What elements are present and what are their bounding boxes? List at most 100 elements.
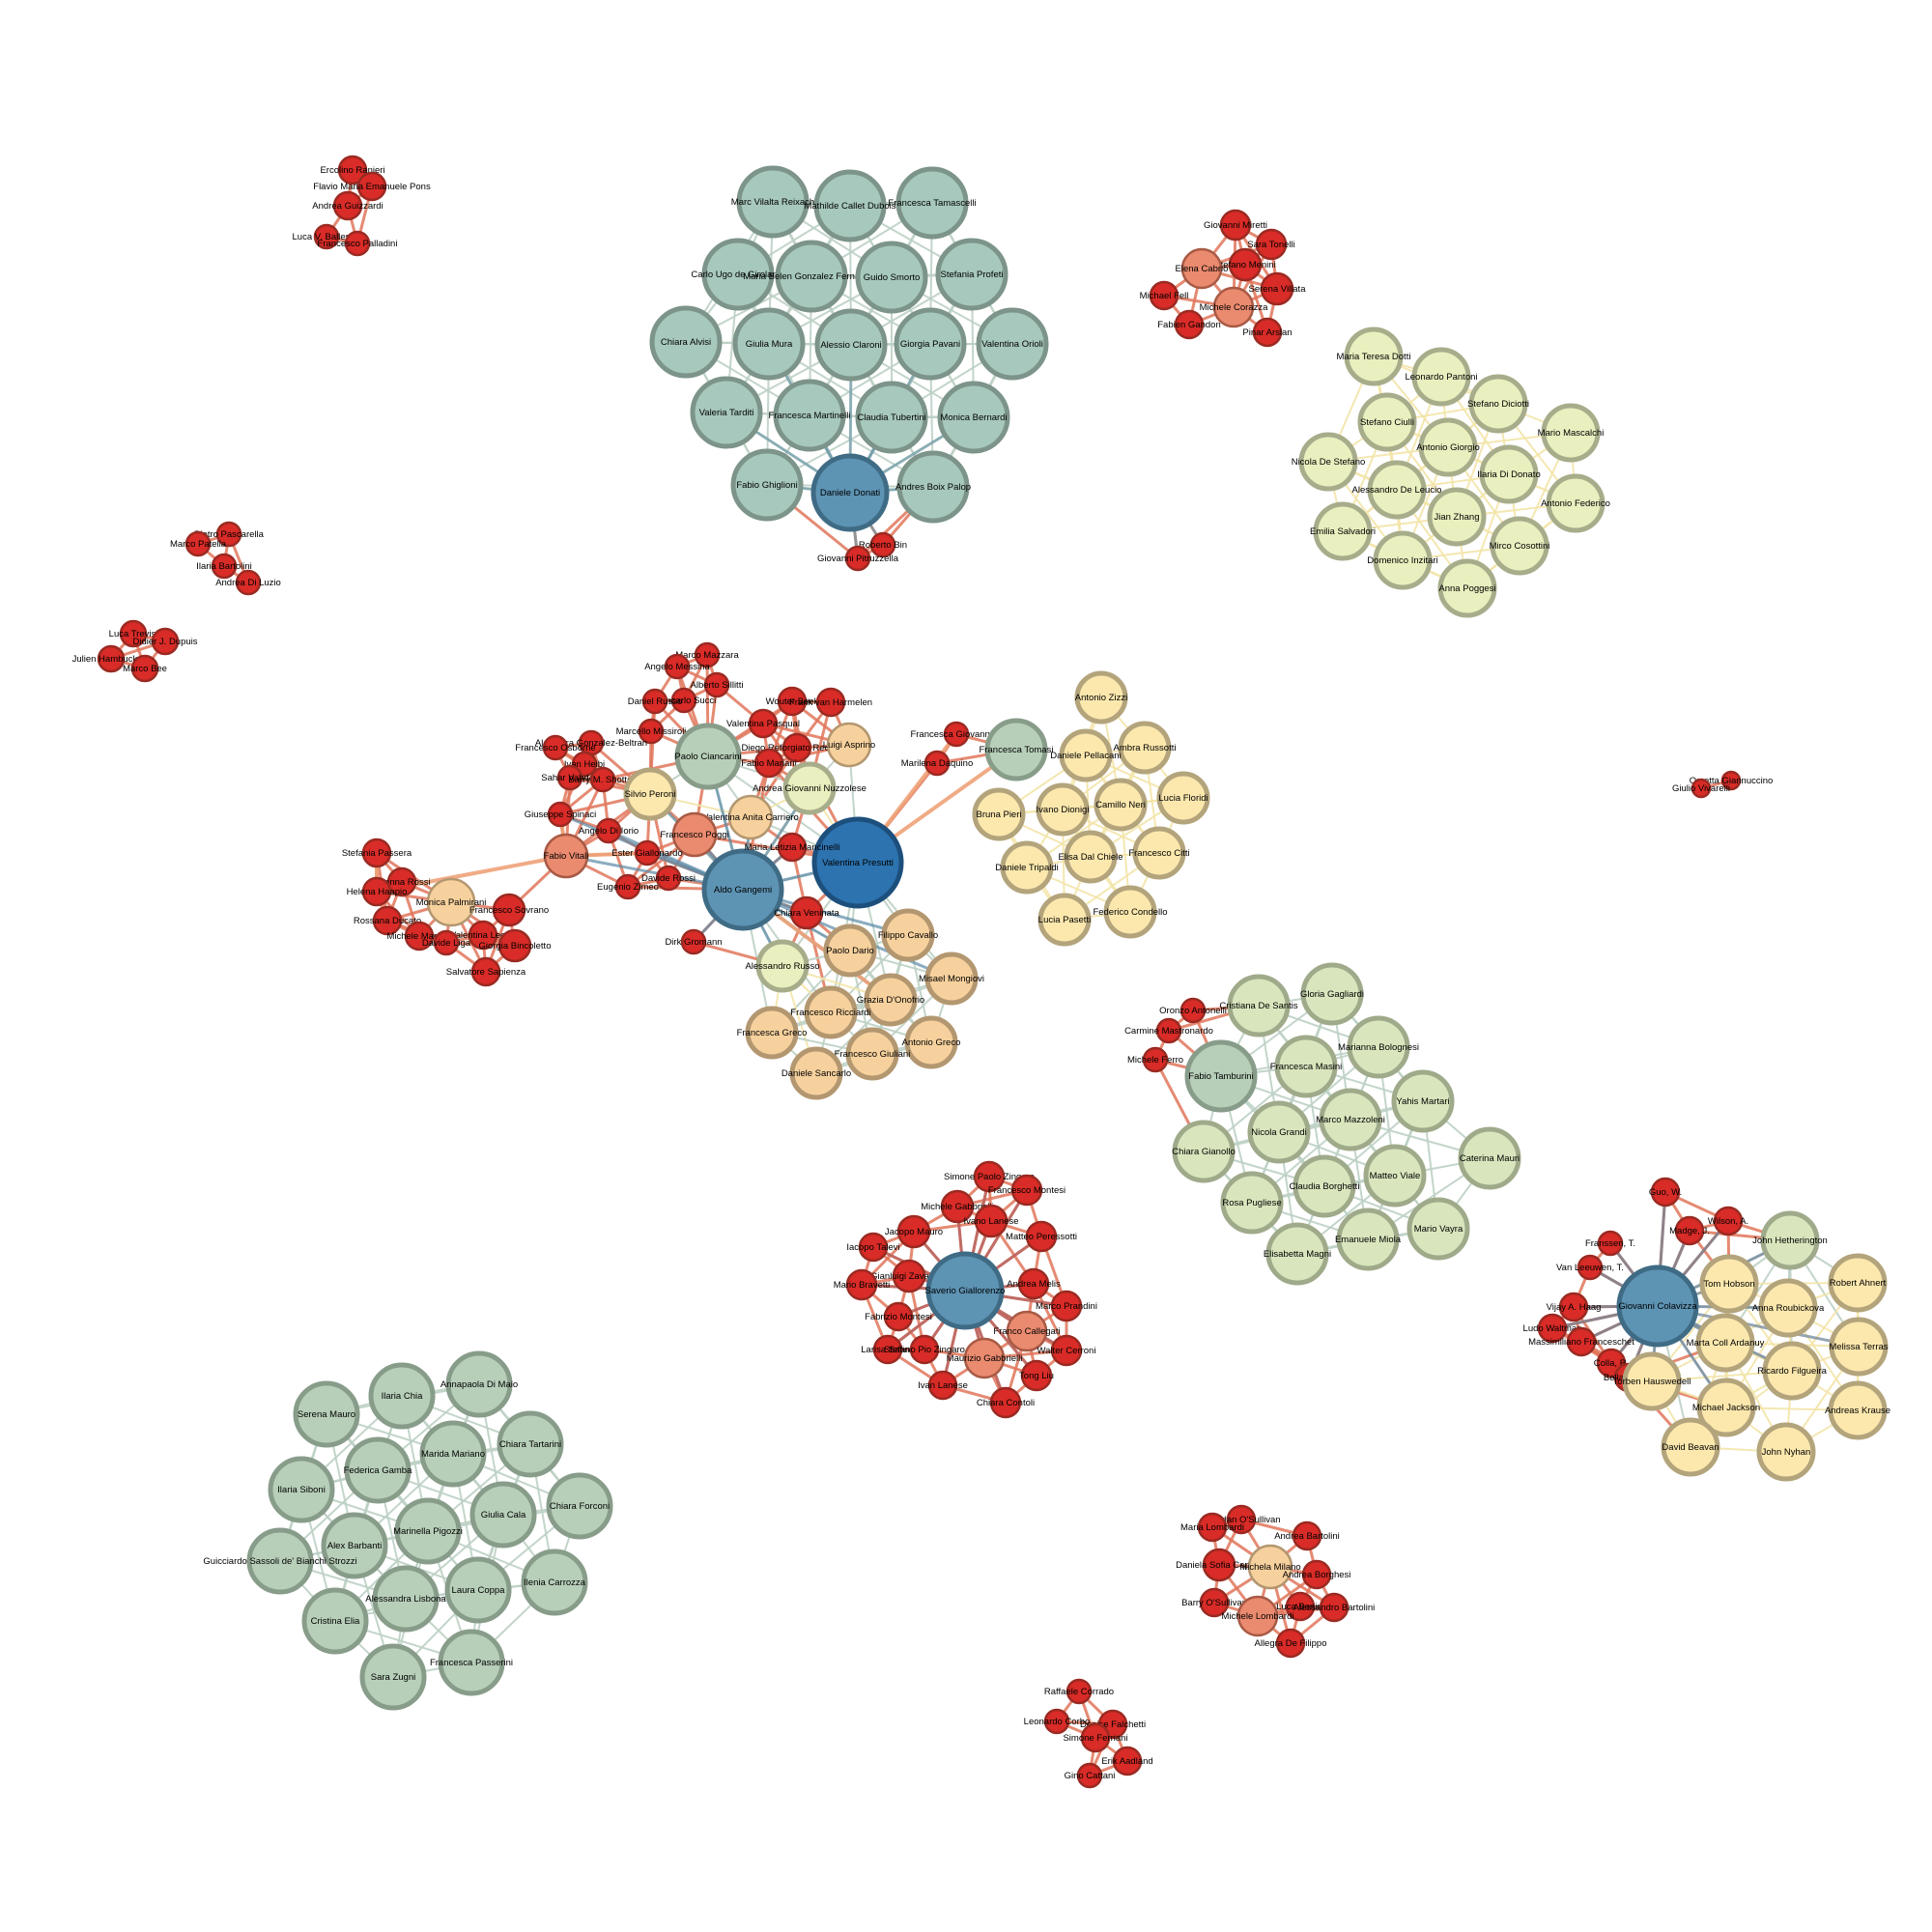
- author-name-label: Barry O'Sullivan: [1181, 1598, 1247, 1608]
- author-node-circle: [1577, 1254, 1604, 1281]
- author-node: Andres Boix Palop: [895, 450, 971, 524]
- author-node: Michael Fell: [1140, 280, 1188, 311]
- author-node: Andrea Giovanni Nuzzolese: [753, 761, 867, 815]
- author-name-label: Salvatore Sapienza: [446, 967, 526, 978]
- author-node-circle: [858, 1232, 889, 1263]
- author-name-label: Francesca Giovannetti: [910, 729, 1002, 740]
- author-node: Michele Gabbrielli: [921, 1189, 994, 1224]
- author-node-circle: [589, 766, 616, 793]
- author-node: Torben Hauswedell: [1613, 1351, 1690, 1411]
- author-node: Andrea Bartolini: [1274, 1520, 1340, 1551]
- author-node-circle: [1713, 1206, 1744, 1236]
- author-node-circle: [810, 453, 890, 532]
- author-node: Alessandro De Leucio: [1352, 460, 1441, 520]
- author-node: Aldo Gangemi: [701, 848, 784, 931]
- author-name-label: Alessio Claroni: [820, 340, 881, 351]
- author-node: Tong Liu: [1019, 1359, 1054, 1392]
- author-name-label: Antonio Greco: [902, 1037, 961, 1048]
- author-node-circle: [1017, 1267, 1050, 1300]
- author-node: Angelo Di Iorio: [579, 817, 639, 844]
- author-node: Marc Vilalta Reixach: [731, 165, 814, 239]
- author-node: Madge, J.: [1669, 1215, 1710, 1246]
- author-node-circle: [775, 240, 848, 313]
- author-node: Wouter Beek: [766, 686, 819, 717]
- author-name-label: Giulia Cala: [481, 1510, 526, 1520]
- author-node: Ilaria Chia: [368, 1362, 436, 1430]
- author-name-label: Marta Coll Ardanuy: [1687, 1338, 1765, 1349]
- author-node-circle: [935, 238, 1009, 311]
- author-name-label: Massimiliano Franceschet: [1528, 1337, 1634, 1348]
- author-node-circle: [521, 1548, 588, 1616]
- author-node: Monica Palmirani: [416, 877, 486, 927]
- author-node: Claudia Borghetti: [1290, 1154, 1359, 1218]
- author-node: Valentina Orioli: [976, 307, 1049, 381]
- author-node-circle: [1000, 840, 1054, 895]
- author-node-circle: [894, 307, 967, 381]
- author-name-label: Fabien Gandon: [1157, 320, 1221, 330]
- author-node: Marta Coll Ardanuy: [1687, 1313, 1765, 1373]
- author-name-label: Michela Milano: [1239, 1562, 1300, 1573]
- author-node-circle: [937, 381, 1010, 454]
- author-node: Leonardo Corbo: [1024, 1708, 1091, 1735]
- author-node-circle: [313, 223, 340, 250]
- author-node-circle: [745, 1006, 799, 1060]
- author-node: Davide Liga: [422, 929, 471, 956]
- author-node: Pietro Pascarella: [194, 521, 265, 548]
- author-node: Wilson, A.: [1708, 1206, 1748, 1236]
- author-name-label: Ercolino Ranieri: [320, 165, 384, 176]
- author-name-label: Guicciardo Sassoli de' Bianchi Strozzi: [203, 1556, 356, 1567]
- author-node-circle: [781, 732, 812, 763]
- author-node-circle: [973, 1160, 1006, 1193]
- author-name-label: Ilaria Siboni: [277, 1485, 326, 1495]
- author-name-label: Pinar Arslan: [1242, 327, 1292, 338]
- author-node: Marianna Bolognesi: [1338, 1015, 1419, 1079]
- author-name-label: Alessandra Lisbona: [365, 1594, 446, 1605]
- author-name-label: Alex Barbanti: [327, 1541, 383, 1551]
- author-node: Oronzo Antonelli: [1159, 997, 1227, 1024]
- author-name-label: Marida Mariano: [421, 1449, 485, 1460]
- author-node: Alberto Sillitti: [691, 671, 743, 698]
- author-name-label: Claudia Tubertini: [857, 412, 925, 423]
- author-node: Marco Bee: [123, 654, 167, 683]
- author-node-circle: [1219, 209, 1252, 242]
- author-node: Robert Ahnert: [1828, 1253, 1888, 1313]
- author-name-label: Leonardo Corbo: [1024, 1717, 1091, 1727]
- author-node: Marco Patella: [170, 530, 227, 557]
- author-node-circle: [1202, 1548, 1236, 1582]
- author-name-label: Simone Ferriani: [1063, 1733, 1127, 1744]
- author-node: Stefano Diciotti: [1467, 374, 1529, 434]
- author-node-circle: [1293, 1154, 1356, 1218]
- author-node-circle: [356, 171, 387, 202]
- author-name-label: Rosa Pugliese: [1222, 1198, 1281, 1208]
- author-node: Marcello Missiroli: [616, 718, 686, 745]
- author-node-circle: [151, 627, 180, 656]
- author-name-label: Didier J. Dupuis: [132, 637, 197, 647]
- author-node-circle: [444, 1556, 512, 1624]
- author-node: Michael Jackson: [1692, 1378, 1760, 1437]
- author-name-label: Filippo Cavallo: [878, 930, 938, 941]
- author-node: Ricardo Filgueira: [1757, 1341, 1828, 1401]
- author-name-label: Maria Lombardi: [1180, 1522, 1244, 1533]
- author-name-label: Daniele Donati: [820, 488, 880, 498]
- author-node: Filippo Cavallo: [878, 908, 938, 962]
- author-node-circle: [1064, 830, 1118, 884]
- author-node: Chiara Gianollo: [1172, 1120, 1236, 1183]
- author-node-circle: [1184, 1039, 1258, 1113]
- author-name-label: Angelo Di Iorio: [579, 826, 639, 837]
- author-node-circle: [1179, 997, 1207, 1024]
- author-name-label: Davide Rossi: [641, 873, 696, 884]
- author-node-circle: [974, 1204, 1009, 1238]
- author-node-circle: [359, 1643, 427, 1711]
- author-name-label: Nicola De Stefano: [1292, 457, 1366, 468]
- author-node: Maurizio Gabbrielli: [947, 1337, 1022, 1379]
- author-node: Mario Bravetti: [834, 1268, 890, 1301]
- author-name-label: Silvio Peroni: [625, 789, 676, 800]
- author-node: Francesca Masini: [1270, 1035, 1342, 1098]
- author-node: Ivan Lanese: [918, 1370, 968, 1401]
- author-name-label: Andreas Krause: [1825, 1406, 1890, 1416]
- author-node-circle: [1149, 280, 1179, 311]
- author-name-label: Mirco Cosottini: [1490, 541, 1550, 552]
- author-node: Matteo Peressotti: [1006, 1220, 1077, 1253]
- author-node: Elisabetta Magni: [1264, 1222, 1331, 1286]
- author-node-circle: [1622, 1351, 1682, 1411]
